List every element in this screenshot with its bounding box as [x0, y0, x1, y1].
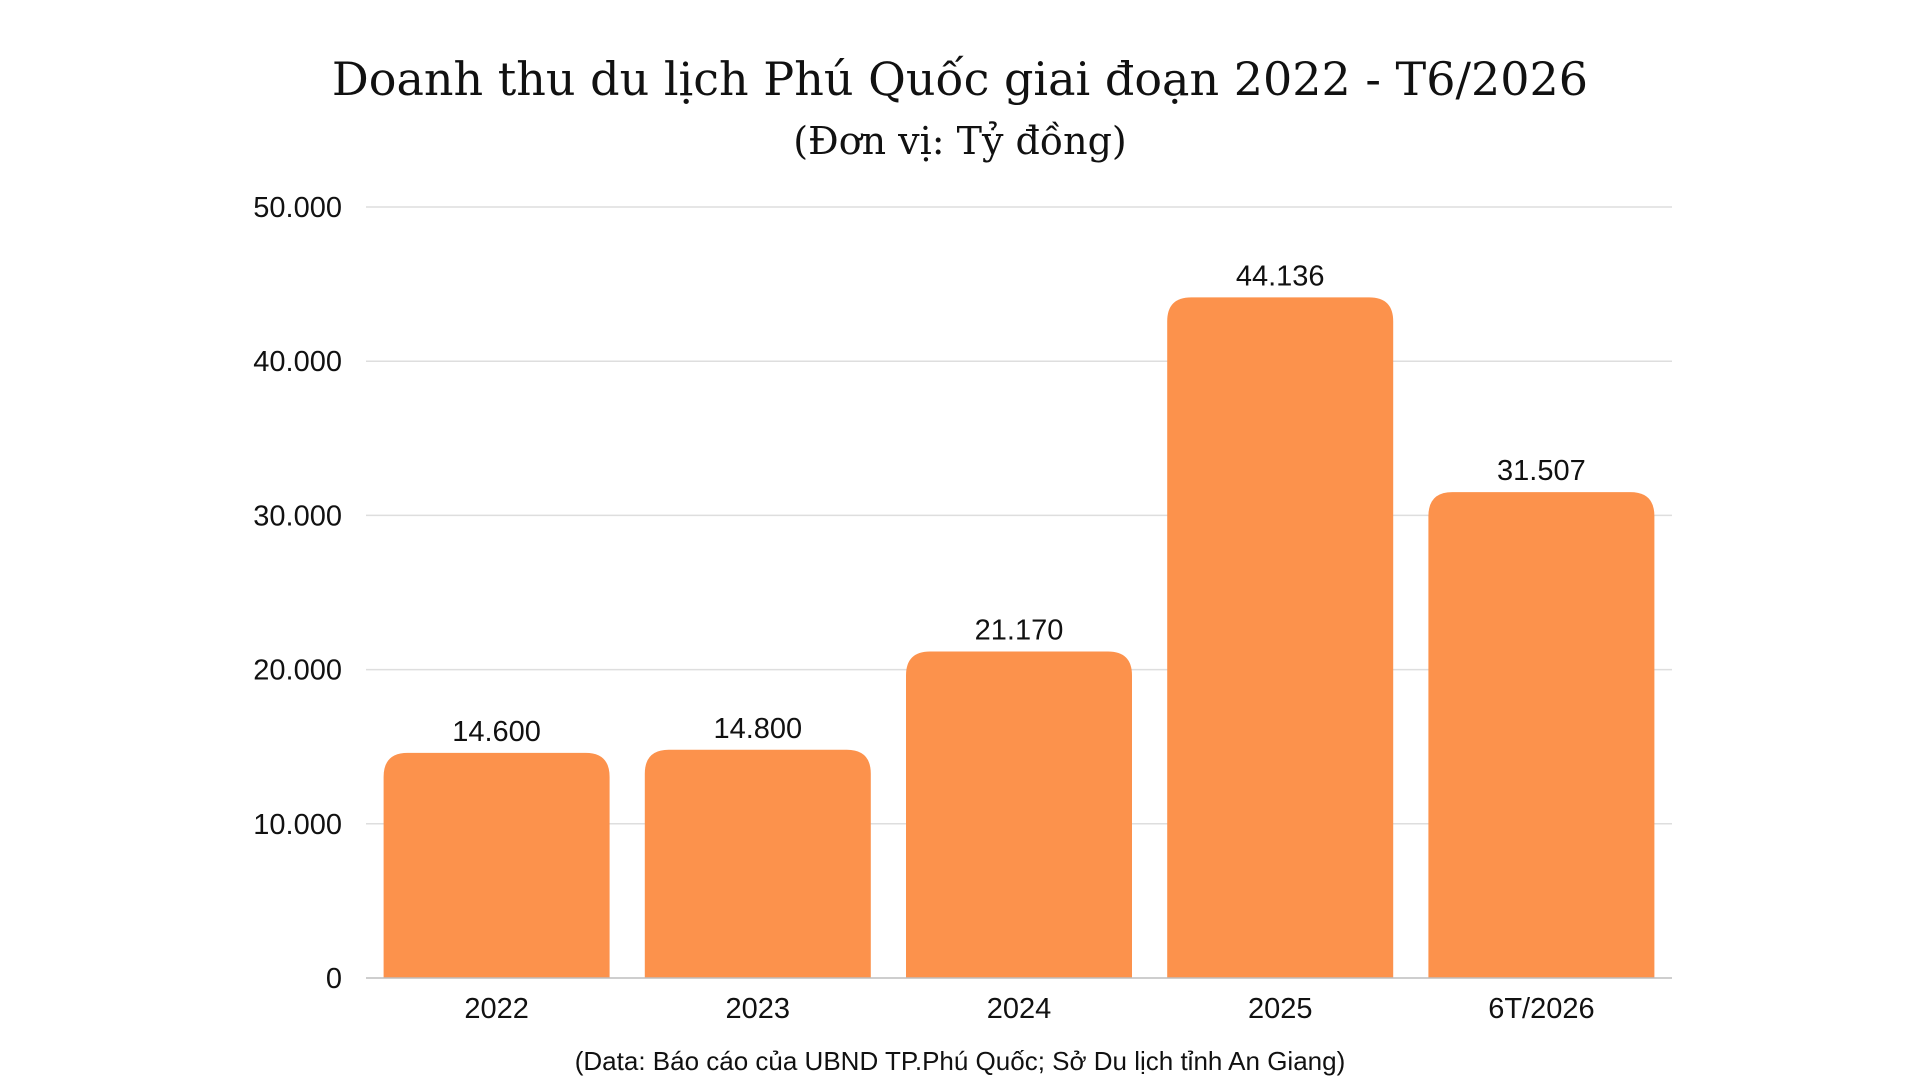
source-note: (Data: Báo cáo của UBND TP.Phú Quốc; Sở …	[575, 1046, 1345, 1076]
bar-2024	[906, 651, 1132, 978]
bar-2022	[383, 752, 610, 978]
y-tick-label: 50.000	[253, 192, 342, 224]
bar-value-label: 31.507	[1497, 455, 1586, 487]
chart-title: Doanh thu du lịch Phú Quốc giai đoạn 202…	[332, 52, 1588, 106]
x-tick-label: 2025	[1248, 993, 1313, 1025]
y-tick-label: 10.000	[253, 809, 342, 841]
x-axis-tick-labels: 2022 2023 2024 2025 6T/2026	[464, 993, 1594, 1025]
x-tick-label: 2024	[987, 993, 1052, 1025]
x-tick-label: 2022	[464, 993, 529, 1025]
bar-6t-2026	[1428, 492, 1655, 978]
x-tick-label: 6T/2026	[1488, 993, 1594, 1025]
bar-value-labels: 14.600 14.800 21.170 44.136 31.507	[452, 260, 1586, 747]
bar-value-label: 44.136	[1236, 260, 1325, 292]
y-tick-label: 0	[326, 963, 342, 995]
chart-subtitle: (Đơn vị: Tỷ đồng)	[793, 119, 1127, 163]
x-tick-label: 2023	[726, 993, 791, 1025]
bar-value-label: 14.800	[713, 713, 802, 745]
y-tick-label: 30.000	[253, 500, 342, 532]
bar-value-label: 14.600	[452, 716, 541, 748]
y-tick-label: 20.000	[253, 655, 342, 687]
bar-value-label: 21.170	[975, 615, 1064, 647]
bar-2023	[644, 749, 871, 978]
y-tick-label: 40.000	[253, 346, 342, 378]
bar-2025	[1167, 297, 1394, 979]
y-axis-tick-labels: 0 10.000 20.000 30.000 40.000 50.000	[253, 192, 342, 995]
bars	[383, 297, 1655, 979]
